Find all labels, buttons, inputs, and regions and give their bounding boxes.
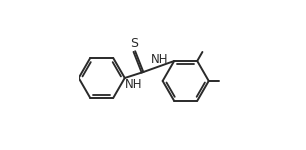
Text: NH: NH [151,53,168,66]
Text: NH: NH [125,78,143,91]
Text: S: S [130,37,138,50]
